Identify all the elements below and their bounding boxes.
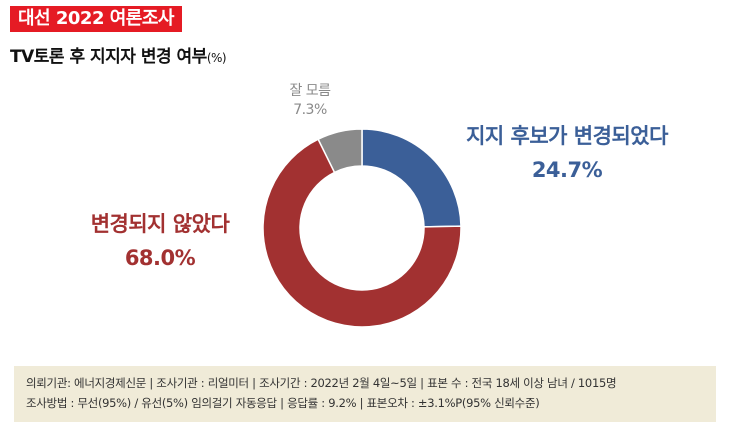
- donut-slice-1: [262, 138, 462, 328]
- subtitle-unit: (%): [206, 51, 227, 65]
- label-changed: 지지 후보가 변경되었다 24.7%: [432, 120, 702, 182]
- label-not-changed-name: 변경되지 않았다: [90, 212, 230, 236]
- label-unknown-value: 7.3%: [293, 102, 327, 118]
- label-not-changed: 변경되지 않았다 68.0%: [60, 208, 260, 270]
- label-unknown-name: 잘 모름: [289, 83, 331, 99]
- survey-info-line-1: 의뢰기관: 에너지경제신문 | 조사기관 : 리얼미터 | 조사기간 : 202…: [26, 376, 617, 390]
- label-changed-name: 지지 후보가 변경되었다: [466, 124, 668, 148]
- subtitle-text: TV토론 후 지지자 변경 여부: [10, 47, 207, 67]
- label-changed-value: 24.7%: [531, 158, 603, 182]
- donut-slice-2: [317, 128, 363, 174]
- label-not-changed-value: 68.0%: [124, 246, 196, 270]
- survey-info-box: 의뢰기관: 에너지경제신문 | 조사기관 : 리얼미터 | 조사기간 : 202…: [14, 366, 716, 422]
- label-unknown: 잘 모름 7.3%: [270, 80, 350, 118]
- badge-title: 대선 2022 여론조사: [10, 6, 182, 32]
- survey-info-line-2: 조사방법 : 무선(95%) / 유선(5%) 임의걸기 자동응답 | 응답률 …: [26, 396, 540, 410]
- chart-subtitle: TV토론 후 지지자 변경 여부(%): [10, 42, 227, 67]
